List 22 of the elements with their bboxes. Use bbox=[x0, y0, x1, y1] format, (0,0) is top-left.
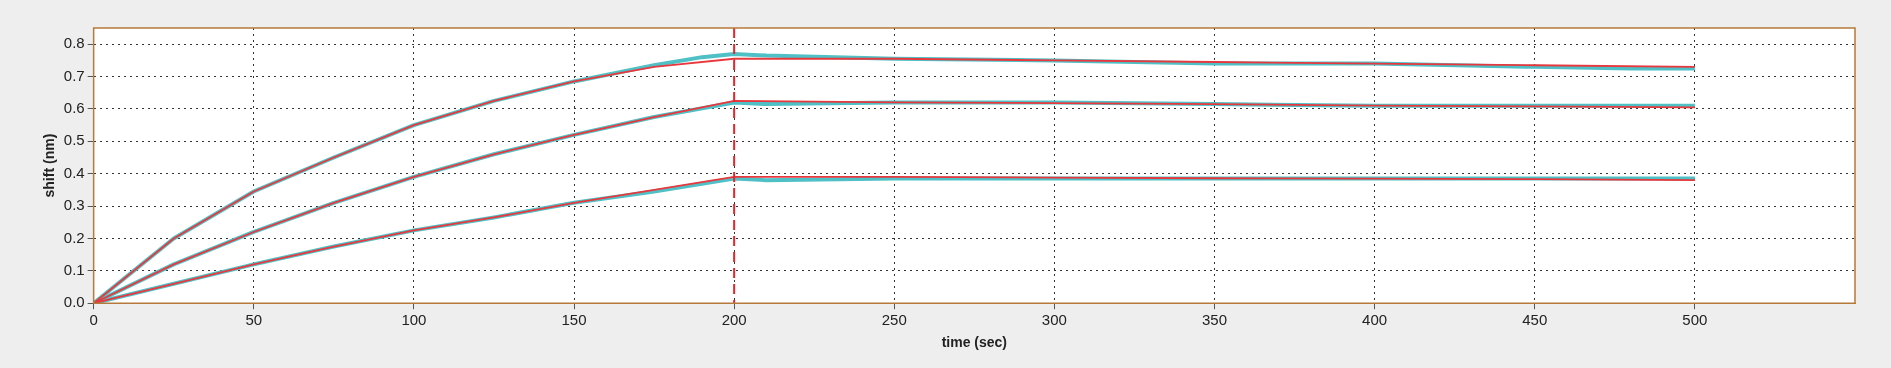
y-tick-label: 0.4 bbox=[63, 163, 85, 181]
y-tick-label: 0.1 bbox=[63, 260, 85, 278]
x-tick-label: 400 bbox=[1362, 311, 1388, 329]
x-tick-label: 100 bbox=[401, 311, 427, 329]
x-tick-label: 250 bbox=[881, 311, 907, 329]
x-tick-label: 200 bbox=[721, 311, 747, 329]
y-tick-label: 0.5 bbox=[63, 131, 85, 149]
x-tick-label: 50 bbox=[245, 311, 263, 329]
x-tick-label: 500 bbox=[1682, 311, 1708, 329]
x-tick-label: 0 bbox=[89, 311, 98, 329]
x-tick-label: 150 bbox=[561, 311, 587, 329]
x-tick-label: 300 bbox=[1041, 311, 1067, 329]
y-tick-label: 0.6 bbox=[63, 99, 85, 117]
y-tick-label: 0.3 bbox=[63, 196, 85, 214]
y-tick-label: 0.2 bbox=[63, 228, 85, 246]
x-axis-title: time (sec) bbox=[941, 334, 1008, 351]
y-axis-title: shift (nm) bbox=[41, 133, 58, 198]
y-tick-label: 0.0 bbox=[63, 293, 85, 311]
y-tick-label: 0.7 bbox=[63, 66, 85, 84]
y-tick-label: 0.8 bbox=[63, 34, 85, 52]
x-tick-label: 450 bbox=[1522, 311, 1548, 329]
x-tick-label: 350 bbox=[1201, 311, 1228, 329]
